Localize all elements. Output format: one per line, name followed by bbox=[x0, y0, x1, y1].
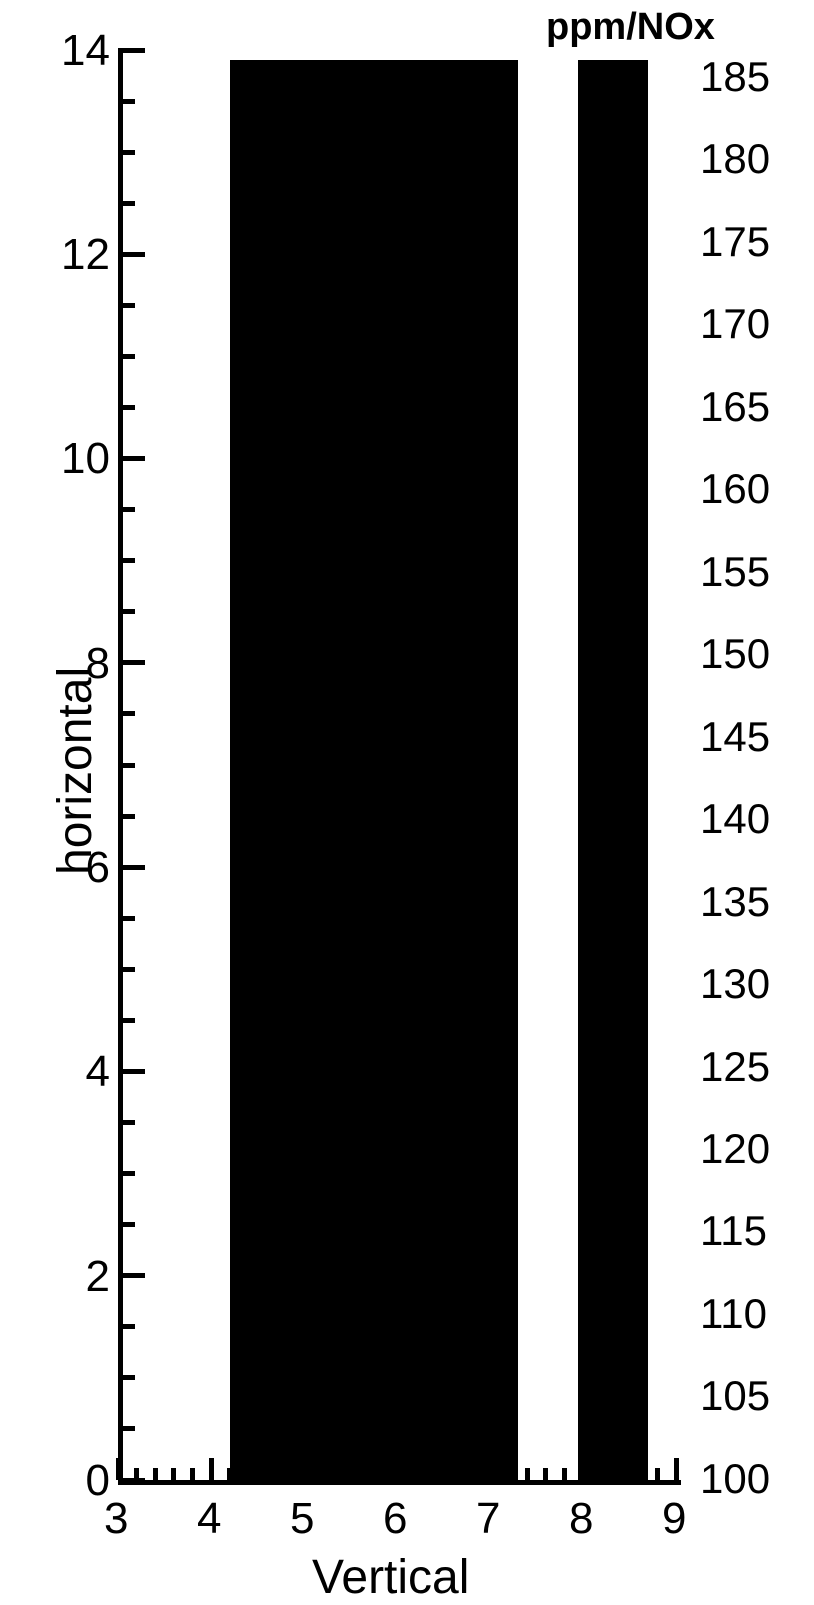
y-minor-tick bbox=[123, 814, 135, 819]
x-minor-tick bbox=[153, 1468, 158, 1480]
y-major-tick bbox=[123, 456, 145, 461]
y-minor-tick bbox=[123, 1426, 135, 1431]
x-axis-line bbox=[118, 1480, 681, 1485]
y-major-tick bbox=[123, 1069, 145, 1074]
x-tick-label: 8 bbox=[569, 1494, 593, 1544]
y-minor-tick bbox=[123, 1375, 135, 1380]
x-minor-tick bbox=[655, 1468, 660, 1480]
x-major-tick bbox=[674, 1458, 679, 1480]
y-minor-tick bbox=[123, 150, 135, 155]
x-major-tick bbox=[209, 1458, 214, 1480]
x-tick-label: 7 bbox=[476, 1494, 500, 1544]
y-minor-tick bbox=[123, 405, 135, 410]
x-minor-tick bbox=[525, 1468, 530, 1480]
y-minor-tick bbox=[123, 354, 135, 359]
colorbar-tick-label: 105 bbox=[700, 1372, 770, 1420]
y-minor-tick bbox=[123, 1324, 135, 1329]
colorbar-tick-label: 145 bbox=[700, 713, 770, 761]
x-minor-tick bbox=[543, 1468, 548, 1480]
x-tick-label: 9 bbox=[662, 1494, 686, 1544]
colorbar-tick-label: 185 bbox=[700, 53, 770, 101]
colorbar-tick-label: 150 bbox=[700, 630, 770, 678]
y-minor-tick bbox=[123, 711, 135, 716]
heatmap-block-0 bbox=[230, 60, 518, 1480]
y-minor-tick bbox=[123, 967, 135, 972]
y-tick-label: 14 bbox=[61, 26, 110, 76]
colorbar-tick-label: 125 bbox=[700, 1043, 770, 1091]
colorbar-tick-label: 130 bbox=[700, 960, 770, 1008]
y-minor-tick bbox=[123, 609, 135, 614]
y-minor-tick bbox=[123, 201, 135, 206]
y-major-tick bbox=[123, 660, 145, 665]
x-tick-label: 3 bbox=[104, 1494, 128, 1544]
y-minor-tick bbox=[123, 303, 135, 308]
colorbar-tick-label: 135 bbox=[700, 878, 770, 926]
y-major-tick bbox=[123, 252, 145, 257]
y-minor-tick bbox=[123, 99, 135, 104]
x-minor-tick bbox=[190, 1468, 195, 1480]
x-tick-label: 4 bbox=[197, 1494, 221, 1544]
colorbar-tick-label: 180 bbox=[700, 135, 770, 183]
y-tick-label: 12 bbox=[61, 230, 110, 280]
colorbar-title: ppm/NOx bbox=[546, 6, 715, 49]
x-minor-tick bbox=[171, 1468, 176, 1480]
y-tick-label: 2 bbox=[86, 1252, 110, 1302]
x-tick-label: 5 bbox=[290, 1494, 314, 1544]
colorbar-tick-label: 100 bbox=[700, 1455, 770, 1503]
y-tick-label: 8 bbox=[86, 639, 110, 689]
y-tick-label: 4 bbox=[86, 1047, 110, 1097]
y-minor-tick bbox=[123, 763, 135, 768]
colorbar-tick-label: 120 bbox=[700, 1125, 770, 1173]
y-minor-tick bbox=[123, 1171, 135, 1176]
y-tick-label: 10 bbox=[61, 434, 110, 484]
y-major-tick bbox=[123, 1273, 145, 1278]
y-major-tick bbox=[123, 865, 145, 870]
colorbar-tick-label: 175 bbox=[700, 218, 770, 266]
y-tick-label: 6 bbox=[86, 843, 110, 893]
heatmap-block-1 bbox=[578, 60, 648, 1480]
colorbar-tick-label: 160 bbox=[700, 465, 770, 513]
y-minor-tick bbox=[123, 1018, 135, 1023]
x-axis-title: Vertical bbox=[312, 1550, 469, 1605]
y-major-tick bbox=[123, 48, 145, 53]
y-minor-tick bbox=[123, 507, 135, 512]
colorbar-tick-label: 140 bbox=[700, 795, 770, 843]
colorbar-tick-label: 115 bbox=[700, 1207, 767, 1255]
colorbar-tick-label: 170 bbox=[700, 300, 770, 348]
colorbar-tick-label: 165 bbox=[700, 383, 770, 431]
x-minor-tick bbox=[134, 1468, 139, 1480]
y-minor-tick bbox=[123, 1120, 135, 1125]
y-minor-tick bbox=[123, 1222, 135, 1227]
x-tick-label: 6 bbox=[383, 1494, 407, 1544]
y-minor-tick bbox=[123, 558, 135, 563]
x-major-tick bbox=[116, 1458, 121, 1480]
colorbar-tick-label: 110 bbox=[700, 1290, 767, 1338]
x-minor-tick bbox=[562, 1468, 567, 1480]
colorbar-tick-label: 155 bbox=[700, 548, 770, 596]
y-minor-tick bbox=[123, 916, 135, 921]
chart-container: horizontal Vertical ppm/NOx 024681012143… bbox=[0, 0, 814, 1603]
